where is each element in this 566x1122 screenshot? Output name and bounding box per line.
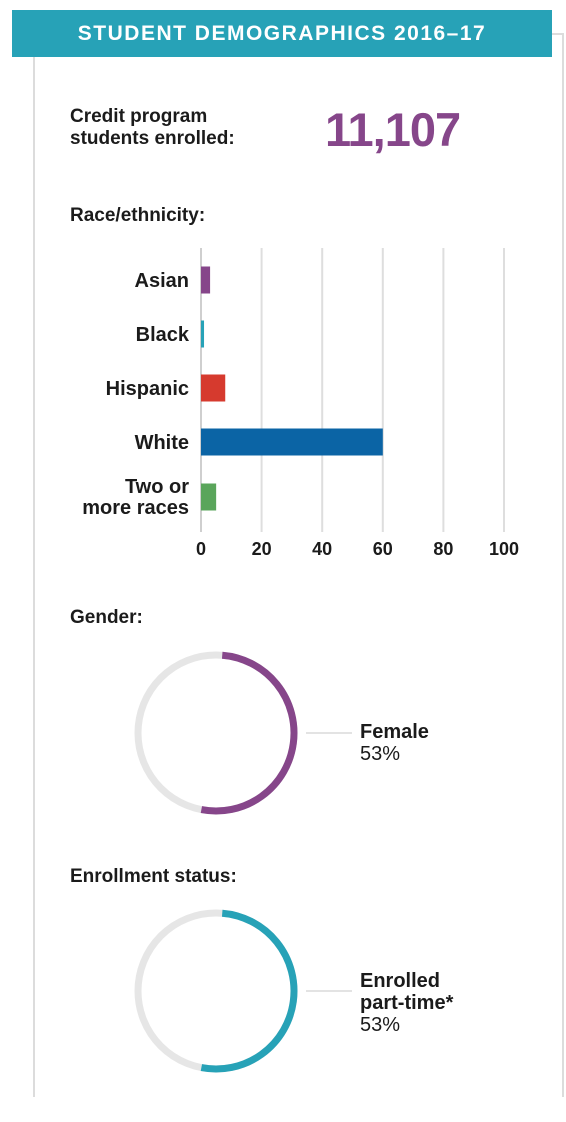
frame-top-border [551, 33, 564, 35]
category-label: Black [136, 324, 190, 346]
x-tick-label: 100 [489, 539, 519, 559]
race-bar-chart: 0 20 40 60 80 100 Asian Black Hispanic White Two o… [82, 248, 519, 559]
frame-right-border [562, 33, 564, 1097]
bar-two-or-more-races [201, 483, 217, 511]
bar-hispanic [201, 374, 226, 402]
credit-label-line2: students enrolled: [70, 128, 235, 149]
donut-slice-female [200, 651, 298, 815]
category-label: more races [82, 497, 189, 519]
x-tick-label: 20 [252, 539, 272, 559]
category-label: Two or [125, 476, 189, 498]
category-label: White [135, 432, 189, 454]
x-tick-label: 40 [312, 539, 332, 559]
frame-left-border [33, 57, 35, 1097]
category-label: Asian [135, 270, 189, 292]
race-chart-title: Race/ethnicity: [70, 205, 206, 226]
x-tick-label: 80 [433, 539, 453, 559]
x-tick-label: 60 [373, 539, 393, 559]
bar-white [201, 428, 383, 456]
gender-chart-title: Gender: [70, 607, 143, 628]
header-banner: STUDENT DEMOGRAPHICS 2016–17 [12, 10, 552, 57]
enrollment-donut-label: Enrolled part-time* 53% [360, 970, 453, 1036]
enrollment-percent: 53% [360, 1014, 401, 1036]
credit-enrolled-count: 11,107 [325, 103, 461, 156]
bar-black [201, 320, 205, 348]
donut-slice-enrolled-part-time- [200, 909, 298, 1073]
gender-series-name: Female [360, 721, 429, 743]
gender-donut-label: Female 53% [360, 721, 429, 765]
x-tick-label: 0 [196, 539, 206, 559]
header-title: STUDENT DEMOGRAPHICS 2016–17 [77, 21, 487, 45]
bar-asian [201, 266, 211, 294]
credit-label: Credit program students enrolled: [70, 106, 310, 150]
enrollment-chart-title: Enrollment status: [70, 866, 237, 887]
category-label: Hispanic [106, 378, 189, 400]
enrollment-series-name-line1: Enrolled [360, 970, 441, 992]
credit-label-line1: Credit program [70, 106, 208, 127]
enrollment-series-name-line2: part-time* [360, 992, 454, 1014]
gender-percent: 53% [360, 743, 401, 765]
